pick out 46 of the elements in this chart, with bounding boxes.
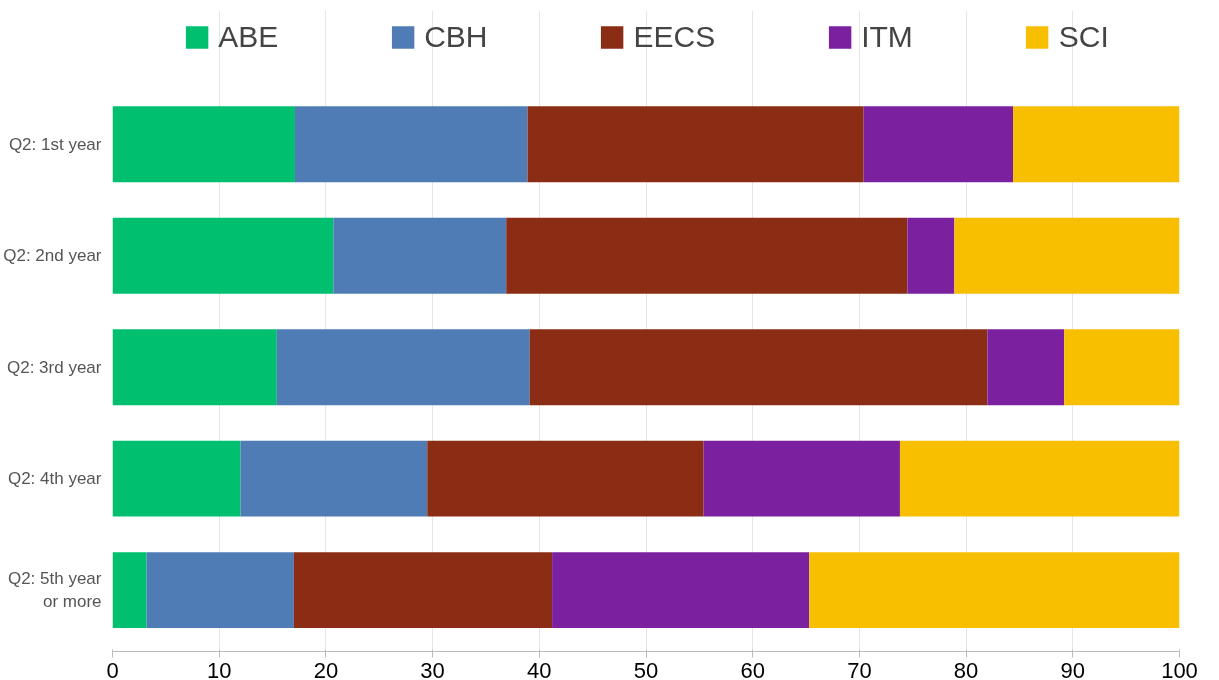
legend-label: SCI: [1058, 20, 1109, 54]
bar: [112, 552, 147, 629]
x-tick-label: 60: [740, 657, 765, 680]
bar: [276, 329, 530, 406]
legend-label: EECS: [633, 20, 716, 54]
x-tick-label: 70: [847, 657, 872, 680]
bar: [907, 217, 955, 294]
bar: [112, 106, 295, 183]
bar: [527, 106, 864, 183]
x-tick-label: 10: [206, 657, 232, 680]
bar: [987, 329, 1065, 406]
bar: [552, 552, 810, 629]
bar: [529, 329, 988, 406]
x-tick-label: 100: [1161, 657, 1198, 680]
x-tick-label: 50: [633, 657, 659, 680]
bar: [146, 552, 294, 629]
y-tick-label: Q2: 3rd year: [7, 357, 102, 377]
bar: [294, 106, 528, 183]
bar: [112, 440, 241, 517]
x-tick-label: 20: [313, 657, 339, 680]
bar: [506, 217, 908, 294]
legend-label: CBH: [424, 20, 488, 54]
x-tick-label: 90: [1060, 657, 1086, 680]
x-tick-label: 30: [420, 657, 445, 680]
y-tick-label: Q2: 4th year: [7, 469, 102, 489]
bar: [1064, 329, 1180, 406]
bar: [863, 106, 1014, 183]
x-tick-label: 40: [527, 657, 552, 680]
bar: [1013, 106, 1180, 183]
bar: [427, 440, 704, 517]
x-tick-label: 80: [953, 657, 979, 680]
bar: [899, 440, 1180, 517]
bar: [240, 440, 428, 517]
y-tick-label: Q2: 1st year: [8, 134, 102, 154]
bar: [112, 217, 334, 294]
y-tick-label: Q2: 5th year or more: [7, 569, 102, 612]
x-tick-label: 0: [106, 657, 119, 680]
bar: [809, 552, 1180, 629]
legend-label: ABE: [218, 20, 279, 54]
bar: [293, 552, 553, 629]
bar: [703, 440, 900, 517]
bar: [954, 217, 1180, 294]
y-tick-label: Q2: 2nd year: [3, 246, 102, 266]
bar: [112, 329, 277, 406]
bar: [333, 217, 507, 294]
legend-label: ITM: [861, 20, 913, 54]
